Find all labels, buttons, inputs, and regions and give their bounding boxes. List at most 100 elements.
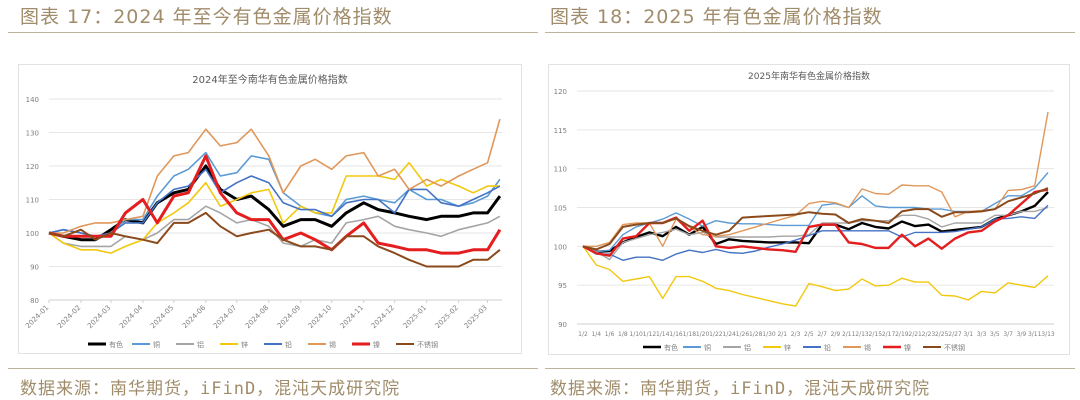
x-tick-label: 3/3	[977, 331, 987, 338]
x-tick-label: 2024-02	[56, 304, 82, 330]
y-tick-label: 80	[30, 297, 39, 305]
legend-item: 铅	[264, 340, 292, 349]
legend-label: 镍	[373, 340, 380, 349]
x-tick-label: 1/14	[656, 331, 670, 338]
x-tick-label: 2/15	[869, 331, 883, 338]
x-tick-label: 1/20	[696, 331, 710, 338]
x-tick-label: 1/12	[643, 331, 657, 338]
legend-item: 铝	[723, 343, 751, 352]
x-tick-label: 2024-08	[244, 304, 270, 330]
legend-label: 不锈钢	[417, 340, 438, 349]
series-line-铅	[582, 204, 1049, 262]
footer-rule-right	[545, 368, 1075, 369]
y-tick-label: 140	[26, 96, 39, 104]
legend-label: 有色	[664, 343, 678, 352]
x-tick-label: 2024-04	[118, 303, 145, 330]
legend-label: 铅	[824, 343, 831, 352]
legend-label: 铝	[744, 343, 751, 352]
header-rule-left	[8, 32, 538, 33]
x-tick-label: 2024-10	[307, 304, 333, 330]
series-line-镍	[48, 154, 502, 255]
legend-label: 铜	[153, 340, 160, 349]
figure-title-18: 图表 18：2025 年有色金属价格指数	[550, 6, 883, 28]
y-tick-label: 130	[26, 130, 39, 138]
legend-item: 镍	[883, 343, 911, 352]
legend-label: 锌	[241, 340, 248, 349]
x-tick-label: 1/26	[736, 331, 750, 338]
legend-label: 锡	[329, 340, 336, 349]
chart-2024-box: 2024年至今南华有色金属价格指数 80 90 100 110 120 130 140 2024…	[18, 64, 522, 354]
x-tick-label: 1/4	[591, 331, 601, 338]
source-note-right: 数据来源：南华期货，iFinD，混沌天成研究院	[550, 379, 931, 399]
x-tick-label: 1/22	[709, 331, 723, 338]
x-tick-label: 2/3	[791, 331, 801, 338]
chart-title: 2024年至今南华有色金属价格指数	[192, 73, 347, 86]
x-tick-label: 2/11	[842, 331, 856, 338]
y-tick-label: 90	[30, 264, 39, 272]
y-tick-label: 100	[26, 230, 39, 238]
x-tick-label: 2025-02	[434, 304, 460, 330]
x-tick-label: 3/9	[1017, 331, 1027, 338]
footer-rule-left	[8, 368, 538, 369]
x-tick-label: 1/6	[605, 331, 615, 338]
legend-item: 镍	[352, 340, 380, 349]
x-tick-label: 1/2	[578, 331, 588, 338]
x-tick-label: 2024-01	[24, 304, 50, 330]
x-tick-label: 2/5	[804, 331, 814, 338]
legend-label: 铜	[704, 343, 711, 352]
chart-2024-ytd: 2024年至今南华有色金属价格指数 80 90 100 110 120 130 140 2024…	[24, 73, 502, 349]
x-tick-label: 2024-05	[149, 304, 175, 330]
y-tick-label: 115	[554, 127, 567, 135]
x-tick-label: 2/25	[935, 331, 949, 338]
x-tick-label: 3/7	[1003, 331, 1013, 338]
series-line-不锈钢	[582, 187, 1049, 251]
legend-item: 铅	[803, 343, 831, 352]
y-tick-label: 95	[558, 282, 567, 290]
x-tick-label: 2/9	[831, 331, 841, 338]
x-tick-label: 1/30	[762, 331, 776, 338]
x-tick-label: 1/16	[669, 331, 683, 338]
series-line-铝	[582, 206, 1049, 261]
y-tick-label: 120	[26, 163, 39, 171]
legend-item: 锡	[843, 343, 871, 352]
figure-title-17: 图表 17：2024 年至今有色金属价格指数	[20, 6, 393, 28]
x-tick-label: 1/24	[722, 331, 736, 338]
legend-label: 铝	[197, 340, 204, 349]
legend-item: 不锈钢	[923, 343, 965, 352]
chart-title: 2025年南华有色金属价格指数	[748, 70, 870, 82]
legend-label: 铅	[285, 340, 292, 349]
series-line-锌	[582, 245, 1049, 307]
series-line-不锈钢	[48, 211, 501, 268]
x-tick-label: 3/5	[990, 331, 1000, 338]
x-tick-label: 2/17	[882, 331, 896, 338]
x-tick-label: 1/10	[629, 331, 643, 338]
series-line-锌	[48, 161, 500, 254]
legend-item: 锌	[220, 340, 248, 349]
legend-item: 铜	[683, 343, 711, 352]
legend-label: 镍	[904, 343, 911, 352]
x-tick-label: 3/11	[1028, 331, 1042, 338]
y-tick-label: 120	[554, 88, 567, 96]
y-tick-label: 100	[554, 243, 567, 251]
x-tick-label: 2/1	[777, 331, 787, 338]
y-tick-label: 90	[558, 321, 567, 329]
x-tick-label: 2024-11	[339, 304, 365, 330]
legend-label: 不锈钢	[944, 343, 965, 352]
x-tick-label: 2025-01	[402, 304, 428, 330]
x-tick-label: 2/13	[855, 331, 869, 338]
header-rule-right	[545, 32, 1075, 33]
y-tick-label: 110	[26, 197, 39, 205]
x-tick-label: 2/21	[908, 331, 922, 338]
legend-label: 锡	[864, 343, 871, 352]
x-tick-label: 1/8	[618, 331, 628, 338]
x-tick-label: 3/1	[963, 331, 973, 338]
x-tick-label: 2024-12	[370, 304, 396, 330]
series-line-锡	[49, 118, 501, 234]
legend-item: 锡	[308, 340, 336, 349]
legend-item: 铜	[132, 340, 160, 349]
source-note-left: 数据来源：南华期货，iFinD，混沌天成研究院	[20, 379, 401, 399]
x-tick-label: 2025-03	[463, 304, 489, 330]
legend-item: 不锈钢	[396, 340, 438, 349]
x-tick-label: 2024-03	[86, 304, 112, 330]
x-tick-label: 2024-06	[181, 303, 208, 330]
